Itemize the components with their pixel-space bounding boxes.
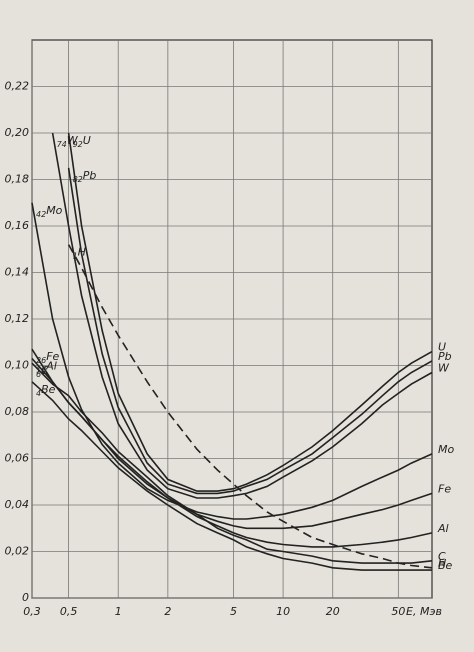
series-line	[31, 362, 433, 564]
element-symbol: Pb	[83, 169, 97, 182]
atomic-number: 92	[73, 140, 83, 149]
element-symbol: Fe	[46, 350, 59, 363]
series-line	[67, 244, 433, 569]
y-tick-label: 0,10	[5, 359, 30, 372]
atomic-number: 42	[36, 209, 46, 218]
series-label-left: 26Fe	[36, 350, 60, 365]
atomic-number: 1	[73, 251, 78, 260]
series-label-left: 6C	[36, 364, 49, 379]
element-symbol: Be	[41, 383, 56, 396]
legend-label: Be	[438, 559, 453, 572]
x-tick-label: 1	[115, 605, 122, 618]
element-symbol: U	[83, 134, 91, 147]
legend-label: Fe	[438, 482, 451, 495]
y-tick-label: 0,18	[5, 173, 30, 186]
element-symbol: C	[41, 364, 49, 377]
series-line	[51, 132, 433, 499]
y-tick-label: 0,04	[5, 498, 30, 511]
series-line	[31, 381, 432, 571]
x-tick-label: 5	[230, 605, 237, 618]
y-tick-label: 0,06	[5, 452, 30, 465]
legend-label: Mo	[438, 443, 454, 456]
y-tick-label: 0,22	[5, 80, 30, 93]
atomic-number: 4	[36, 388, 41, 397]
y-tick-label: 0,20	[5, 126, 30, 139]
series-label-left: 74W	[57, 134, 79, 149]
y-tick-label: 0,12	[5, 312, 30, 325]
element-symbol: Mo	[46, 204, 62, 217]
x-tick-label: 20	[326, 605, 340, 618]
y-tick-label: 0,16	[5, 219, 30, 232]
x-axis-label: E, Мэв	[406, 605, 442, 618]
legend-label: C	[438, 550, 446, 563]
y-tick-label: 0,08	[5, 405, 30, 418]
x-tick-label: 0,3	[23, 605, 41, 618]
series-line	[67, 132, 433, 492]
legend-label: U	[438, 341, 446, 354]
atomic-number: 82	[73, 174, 83, 183]
x-tick-label: 0,5	[60, 605, 78, 618]
atomic-number: 74	[57, 140, 67, 149]
x-tick-label: 50	[391, 605, 405, 618]
series-label-left: 13Al	[36, 360, 57, 375]
y-tick-label: 0,02	[5, 545, 30, 558]
series-label-left: 42Mo	[36, 204, 63, 219]
legend-label: Al	[437, 522, 449, 535]
series-line	[67, 167, 433, 495]
series-label-left: 92U	[73, 134, 91, 149]
legend-label: H	[438, 557, 446, 570]
atomic-number: 26	[36, 356, 46, 365]
series-line	[31, 357, 433, 548]
y-tick-label: 0,14	[5, 266, 30, 279]
series-line	[31, 202, 433, 520]
legend-label: Pb	[438, 350, 452, 363]
element-symbol: H	[78, 246, 86, 259]
series-label-left: 4Be	[36, 383, 56, 398]
legend-label: W	[438, 361, 450, 374]
atomic-number: 6	[36, 370, 41, 379]
x-tick-label: 2	[164, 605, 171, 618]
x-tick-label: 10	[276, 605, 290, 618]
series-label-left: 1H	[73, 246, 86, 261]
y-tick-label: 0	[22, 591, 29, 604]
atomic-number: 13	[36, 365, 46, 374]
element-symbol: W	[67, 134, 79, 147]
series-label-left: 82Pb	[73, 169, 97, 184]
element-symbol: Al	[45, 360, 57, 373]
